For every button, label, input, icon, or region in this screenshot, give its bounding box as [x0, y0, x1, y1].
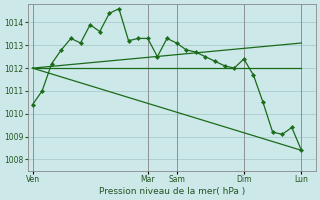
X-axis label: Pression niveau de la mer( hPa ): Pression niveau de la mer( hPa ): [99, 187, 245, 196]
